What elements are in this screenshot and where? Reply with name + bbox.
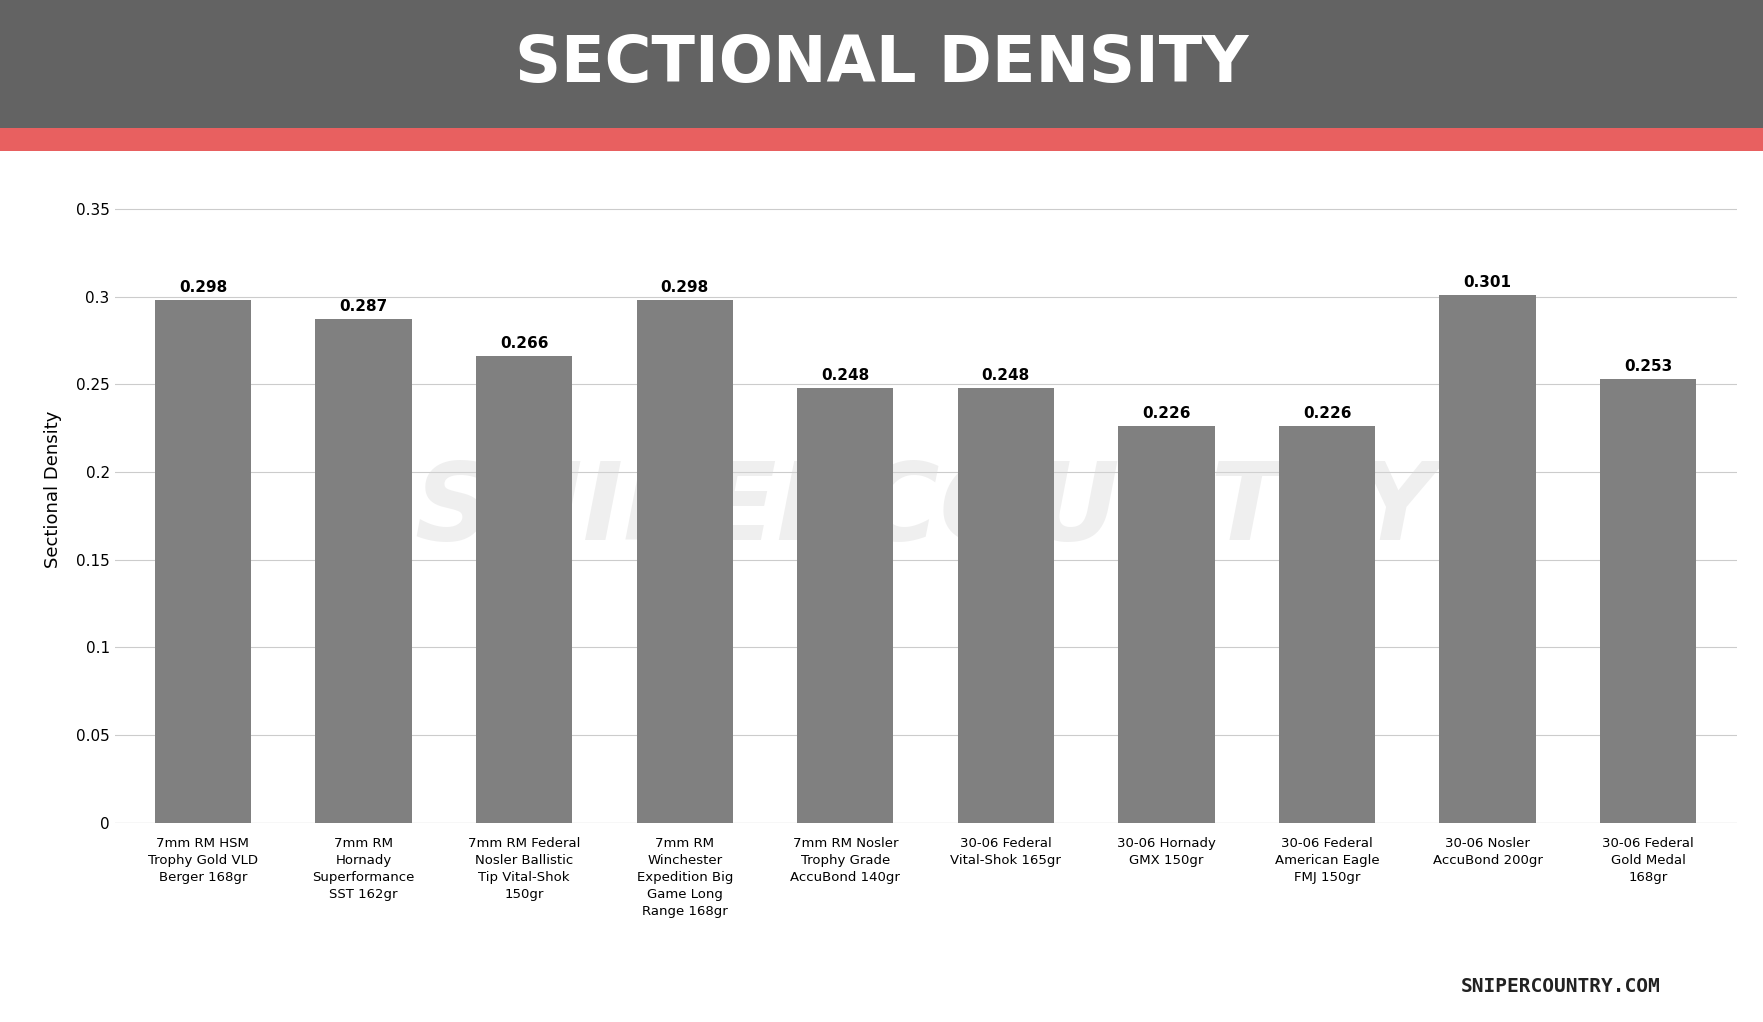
Bar	[476, 357, 573, 823]
Text: 0.248: 0.248	[982, 368, 1030, 382]
Bar	[957, 387, 1054, 823]
Text: 0.266: 0.266	[501, 336, 548, 351]
Bar	[1118, 426, 1215, 823]
Text: 0.226: 0.226	[1142, 406, 1190, 421]
Bar	[155, 300, 250, 823]
Text: 0.226: 0.226	[1303, 406, 1350, 421]
Y-axis label: Sectional Density: Sectional Density	[44, 411, 62, 568]
Text: 0.301: 0.301	[1463, 275, 1511, 289]
Text: 0.287: 0.287	[340, 299, 388, 314]
Text: 0.253: 0.253	[1624, 359, 1673, 374]
Text: SNIPERCOUNTRY: SNIPERCOUNTRY	[414, 457, 1437, 562]
Text: 0.298: 0.298	[661, 280, 709, 295]
Bar	[316, 320, 413, 823]
Text: SNIPERCOUNTRY.COM: SNIPERCOUNTRY.COM	[1460, 977, 1661, 996]
Text: 0.248: 0.248	[822, 368, 869, 382]
Bar	[1601, 379, 1696, 823]
Text: 0.298: 0.298	[178, 280, 227, 295]
Text: SECTIONAL DENSITY: SECTIONAL DENSITY	[515, 33, 1248, 95]
Bar	[1439, 295, 1536, 823]
Bar	[1278, 426, 1375, 823]
Bar	[797, 387, 894, 823]
Bar	[636, 300, 733, 823]
